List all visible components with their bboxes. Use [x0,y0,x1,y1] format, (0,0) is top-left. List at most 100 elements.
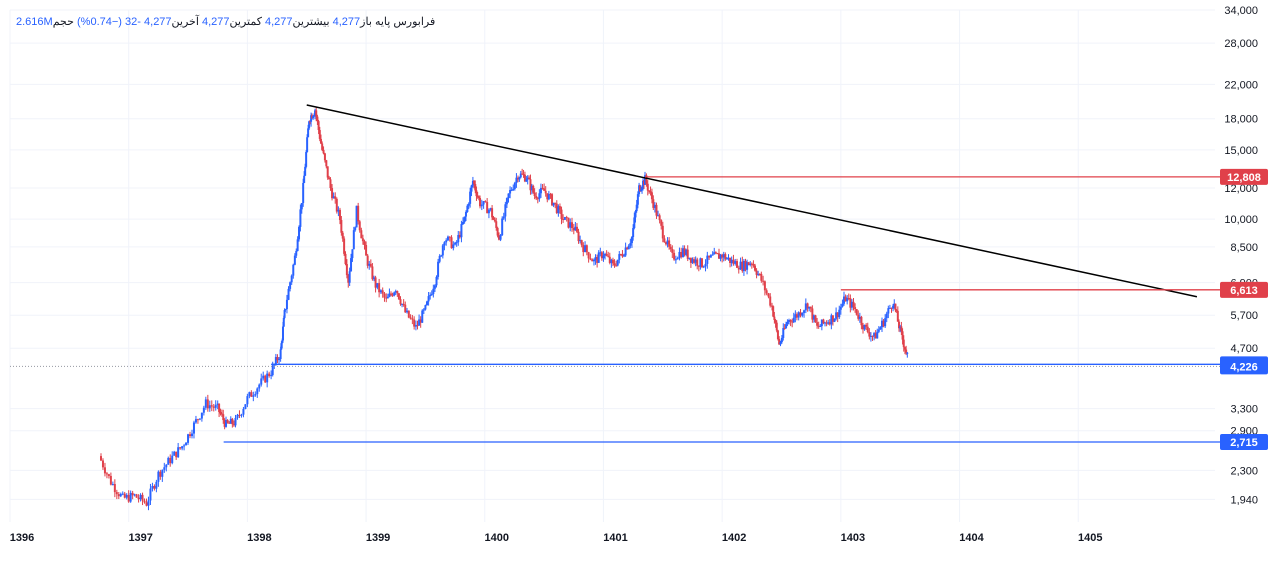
candle-body [806,303,809,309]
candle-body [462,221,465,225]
candle-body [426,301,429,306]
candle-body [817,325,820,327]
candle-body [317,121,320,131]
candle-body [629,243,632,246]
candle-body [492,217,495,220]
candle-body [641,187,644,190]
candle-body [782,327,785,338]
candle-body [250,392,253,397]
candle-body [646,183,649,191]
candle-body [355,205,358,228]
candle-body [860,316,863,326]
low-value: 4,277 [201,16,230,28]
candle-body [538,193,541,199]
candle-body [498,235,501,240]
candle-body [149,488,152,501]
candle-body [630,237,633,244]
candle-body [530,185,533,191]
candle-body [123,493,126,498]
candle-body [857,314,860,319]
candle-body [169,457,172,464]
candle-body [424,305,427,310]
candle-body [407,310,410,318]
candle-body [852,301,855,308]
candle-body [499,235,502,240]
candle-body [869,335,872,337]
candle-body [475,190,478,197]
candle-body [467,203,470,206]
candle-body [732,259,735,264]
candle-body [445,240,448,243]
candle-body [592,259,595,262]
candle-body [287,288,290,300]
candle-body [103,467,106,474]
candle-body [719,254,722,259]
candle-body [776,330,779,340]
candle-body [600,252,603,259]
candle-body [383,293,386,298]
candle-body [409,317,412,319]
candle-body [343,238,346,254]
candle-body [774,319,777,323]
candle-body [627,245,630,250]
candle-body [697,265,700,267]
candle-body [280,343,283,350]
candle-body [295,250,298,256]
candle-body [260,378,263,385]
candle-body [299,209,302,227]
candle-body [477,196,480,198]
candle-body [666,240,669,245]
candle-body [307,128,310,138]
candle-body [605,253,608,256]
candle-body [906,352,909,354]
candle-body [127,494,130,502]
candle-body [404,304,407,313]
candle-body [268,373,271,377]
candle-body [427,296,430,302]
candle-body [189,434,192,437]
candle-body [352,230,355,250]
candle-body [794,314,797,318]
candle-body [758,273,761,275]
candle-body [479,197,482,207]
candle-body [729,257,732,264]
candle-body [225,419,228,427]
candle-body [535,196,538,199]
candle-body [368,263,371,266]
candle-body [219,411,222,414]
candle-body [725,258,728,260]
candle-body [575,226,578,232]
candle-body [686,249,689,259]
candle-body [512,188,515,190]
candle-body [830,315,833,325]
candle-body [884,318,887,327]
candle-body [850,301,853,308]
candle-body [374,277,377,288]
candle-body [893,303,896,306]
candle-body [674,259,677,261]
candle-body [165,464,168,468]
candle-body [303,175,306,183]
candle-body [543,188,546,191]
descending-trendline [306,104,1198,298]
candle-body [513,182,516,189]
candle-body [700,258,703,268]
candle-body [121,493,124,495]
gridlines [9,9,1215,522]
candle-body [567,217,570,228]
candle-body [521,173,524,175]
candle-body [887,308,890,314]
candle-body [611,259,614,264]
candle-body [119,494,122,497]
candle-body [750,263,753,265]
candle-body [549,194,552,196]
candle-body [348,271,351,283]
candle-body [835,312,838,319]
candle-body [313,115,316,117]
candle-body [689,257,692,263]
candle-body [388,293,391,297]
candle-body [493,219,496,222]
candle-body [340,220,343,233]
candle-body [463,216,466,222]
